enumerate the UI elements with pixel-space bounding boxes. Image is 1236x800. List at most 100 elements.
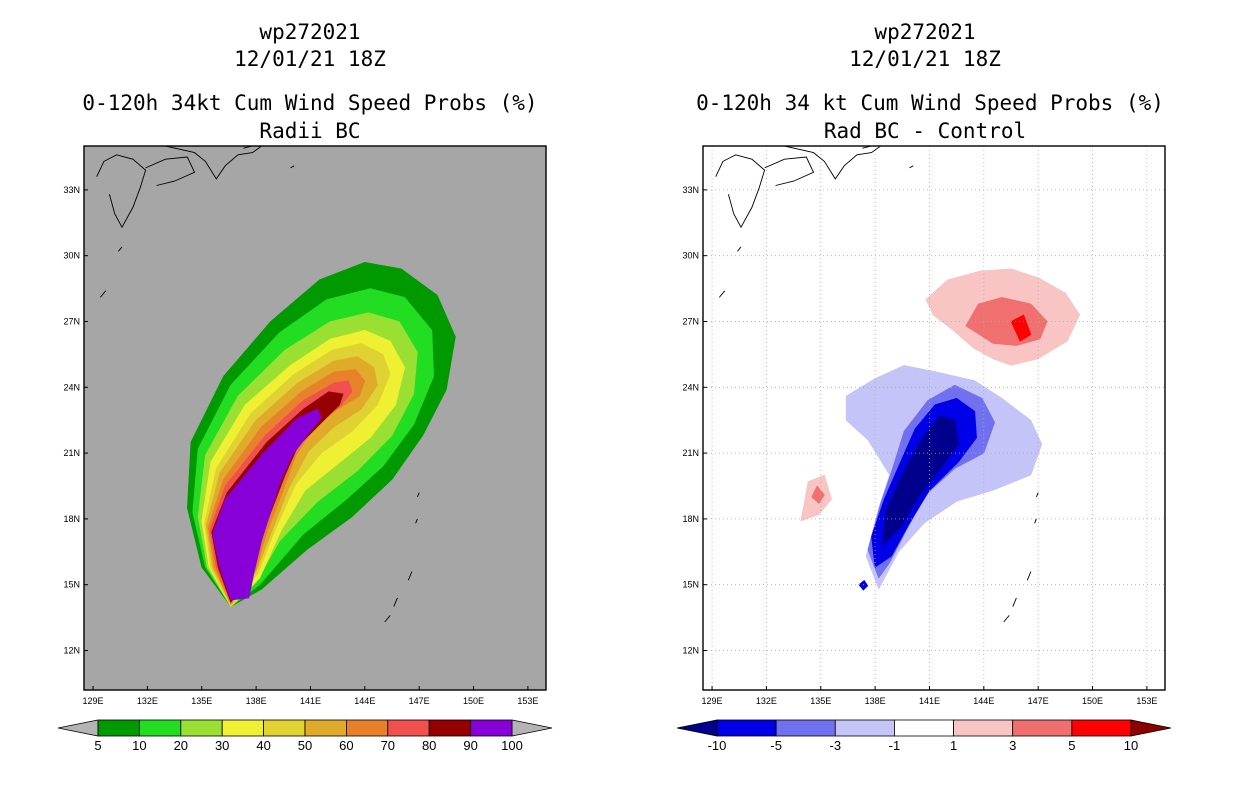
right-ytick-label: 18N (682, 514, 699, 524)
right-colorbar-label: 5 (1068, 738, 1075, 753)
right-chart-title: 0-120h 34 kt Cum Wind Speed Probs (%) (696, 91, 1164, 115)
right-plot-frame (702, 145, 1166, 691)
right-contour-neg10-8 (882, 415, 959, 546)
left-coast-segment (290, 165, 295, 169)
left-colorbar-swatch (345, 719, 389, 737)
right-xtick-label: 132E (756, 696, 777, 706)
left-colorbar-swatch (97, 719, 140, 737)
right-coast-segment (784, 146, 881, 180)
right-contours (800, 268, 1081, 591)
left-ytick-label: 30N (63, 251, 80, 261)
left-chart-title: 0-120h 34kt Cum Wind Speed Probs (%) (82, 91, 538, 115)
right-colorbar: -10 -5 -3 -1 1 3 5 10 (676, 719, 1172, 753)
left-colorbar-label: 80 (422, 738, 436, 753)
left-colorbar-swatch (387, 719, 430, 737)
left-ytick-label: 12N (63, 646, 80, 656)
right-coast-segment (1035, 492, 1039, 498)
right-xtick-label: 135E (810, 696, 831, 706)
right-ytick-label: 24N (682, 382, 699, 392)
left-colorbar-label: 10 (132, 738, 146, 753)
left-xtick-label: 141E (300, 696, 321, 706)
left-colorbar-swatch (221, 719, 264, 737)
left-xtick-label: 129E (83, 696, 104, 706)
left-colorbar-swatch (263, 719, 306, 737)
right-colorbar-swatch (894, 719, 954, 737)
left-colorbar-swatch (138, 719, 182, 737)
left-colorbar-label: 20 (174, 738, 188, 753)
right-colorbar-swatch (1012, 719, 1073, 737)
right-colorbar-label: -5 (770, 738, 782, 753)
right-coast-segment (737, 246, 742, 252)
left-xtick-label: 144E (354, 696, 375, 706)
left-colorbar-label: 90 (463, 738, 477, 753)
left-ytick-label: 18N (63, 514, 80, 524)
left-ytick-label: 21N (63, 448, 80, 458)
left-colorbar-swatch (180, 719, 223, 737)
right-datetime: 12/01/21 18Z (849, 47, 1001, 71)
left-colorbar-over-triangle (511, 719, 553, 737)
right-chart-subtitle: Rad BC - Control (823, 119, 1027, 143)
right-coast-segment (1026, 571, 1032, 581)
left-coast-segment (416, 492, 420, 498)
left-colorbar-label: 40 (256, 738, 270, 753)
left-chart: 129E 132E 135E 138E 141E 144E 147E 150E 153E 33N 3… (57, 145, 553, 753)
right-coast-segment (718, 290, 726, 298)
right-xtick-label: 147E (1028, 696, 1049, 706)
right-contour-3-4 (811, 485, 825, 504)
left-coast-segment (415, 518, 418, 524)
left-xtick-label: 153E (517, 696, 538, 706)
left-colorbar-label: 50 (298, 738, 312, 753)
left-colorbar-label: 60 (339, 738, 353, 753)
left-colorbar-label: 5 (94, 738, 101, 753)
left-coast-segment (384, 615, 391, 623)
left-ytick-label: 15N (63, 580, 80, 590)
right-coast-segment (1034, 518, 1037, 524)
left-xtick-label: 147E (409, 696, 430, 706)
right-ytick-label: 27N (682, 316, 699, 326)
left-xtick-label: 138E (246, 696, 267, 706)
left-xtick-label: 132E (137, 696, 158, 706)
right-storm-id: wp272021 (874, 20, 976, 44)
right-coast-segment (909, 165, 914, 169)
right-ytick-label: 33N (682, 185, 699, 195)
right-colorbar-swatch (775, 719, 836, 737)
left-colorbar: 5 10 20 30 40 50 60 70 80 90 100 (57, 719, 553, 753)
left-colorbar-under-triangle (57, 719, 99, 737)
right-contour-neg5-9 (858, 579, 869, 591)
left-contour-90-9 (212, 408, 322, 601)
left-storm-id: wp272021 (259, 20, 361, 44)
left-colorbar-label: 30 (215, 738, 229, 753)
right-xtick-label: 141E (919, 696, 940, 706)
right-colorbar-label: 3 (1009, 738, 1016, 753)
right-colorbar-label: -3 (830, 738, 842, 753)
right-colorbar-label: -10 (708, 738, 727, 753)
right-ytick-label: 30N (682, 251, 699, 261)
right-coast-segment (764, 156, 815, 186)
right-colorbar-label: -1 (889, 738, 901, 753)
right-coast-segment (1003, 615, 1010, 623)
left-coastline (96, 146, 420, 623)
left-ytick-label: 24N (63, 382, 80, 392)
left-colorbar-label: 70 (381, 738, 395, 753)
right-colorbar-label: 10 (1124, 738, 1138, 753)
left-colorbar-label: 100 (501, 738, 523, 753)
left-coast-segment (96, 154, 147, 229)
right-ytick-label: 21N (682, 448, 699, 458)
left-coast-segment (407, 571, 413, 581)
right-ytick-label: 12N (682, 646, 699, 656)
right-colorbar-label: 1 (950, 738, 957, 753)
left-coast-segment (393, 597, 398, 607)
right-colorbar-swatch (953, 719, 1014, 737)
right-colorbar-swatch (1071, 719, 1132, 737)
right-xtick-label: 150E (1082, 696, 1103, 706)
right-chart: 129E 132E 135E 138E 141E 144E 147E 150E 153E 33N 3… (676, 145, 1172, 753)
left-colorbar-swatch (304, 719, 347, 737)
left-xtick-label: 135E (191, 696, 212, 706)
left-chart-subtitle: Radii BC (259, 119, 361, 143)
left-coast-segment (165, 146, 262, 180)
left-contours (187, 261, 456, 607)
left-ytick-label: 33N (63, 185, 80, 195)
left-colorbar-swatch (428, 719, 472, 737)
right-colorbar-swatch (834, 719, 895, 737)
